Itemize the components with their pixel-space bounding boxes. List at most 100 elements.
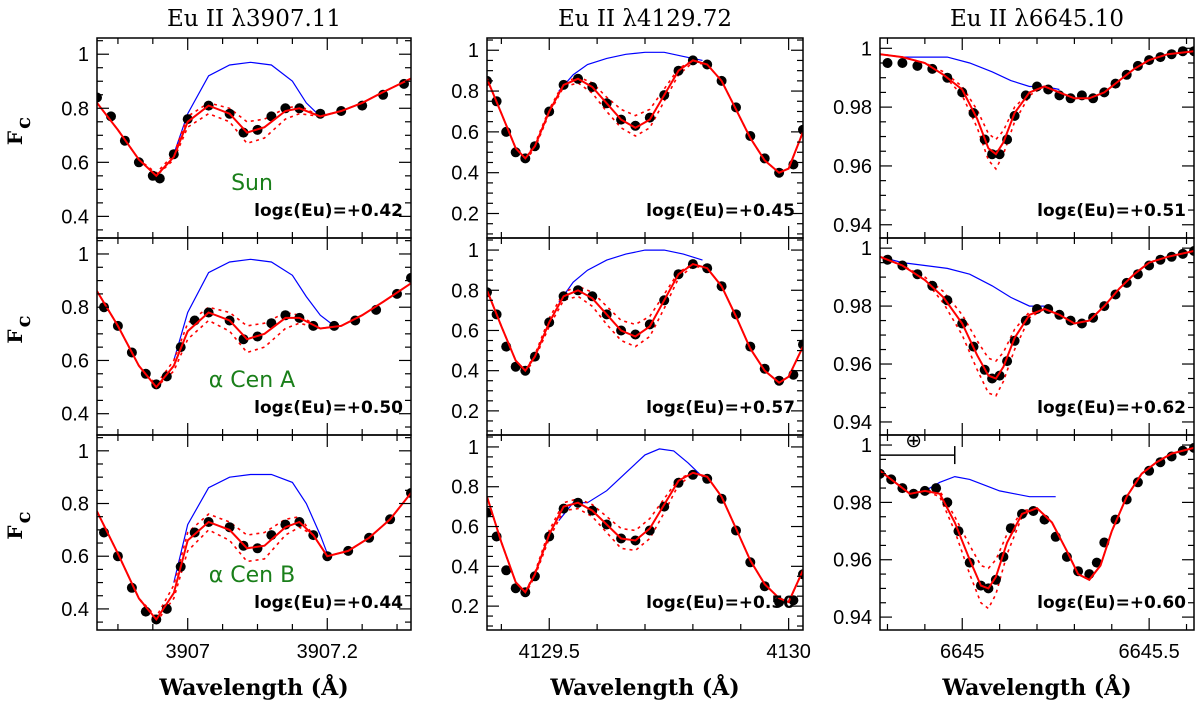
y-axis-label-main: F xyxy=(3,525,27,539)
y-axis-label: Fc xyxy=(3,511,35,539)
y-tick-label: 1 xyxy=(861,435,872,457)
x-tick-label: 6645.5 xyxy=(1119,641,1180,663)
y-tick-label: 0.94 xyxy=(833,412,872,434)
y-tick-label: 0.98 xyxy=(833,296,872,318)
no-eu-line xyxy=(173,61,321,155)
plot-area xyxy=(97,473,411,625)
fit-lower-line xyxy=(487,473,803,604)
observed-point xyxy=(987,149,998,160)
plot-area xyxy=(487,249,803,386)
best-fit-line xyxy=(880,250,1194,380)
x-axis-label: Wavelength (Å) xyxy=(158,674,348,701)
fit-upper-line xyxy=(97,77,411,175)
subplot-frame xyxy=(96,434,412,631)
abundance-label: logε(Eu)=+0.45 xyxy=(646,201,795,221)
x-axis-label: Wavelength (Å) xyxy=(941,674,1131,701)
y-tick-label: 0.2 xyxy=(451,596,479,618)
best-fit-line xyxy=(97,282,411,389)
observed-point xyxy=(630,329,641,340)
y-tick-label: 0.4 xyxy=(451,556,479,578)
subplot: 0.2 0.4 0.6 0.8 1 logε(Eu)=+0.57 xyxy=(451,237,804,436)
no-eu-line xyxy=(173,473,328,583)
abundance-label: logε(Eu)=+0.51 xyxy=(1037,201,1186,221)
subplot: 0.94 0.96 0.98 1 6645 6645.5 logε(Eu)=+0.60 ⊕ xyxy=(833,430,1195,663)
observed-point xyxy=(1132,269,1143,280)
star-label: α Cen A xyxy=(209,368,295,393)
sun-symbol: ⊕ xyxy=(905,430,922,452)
x-tick-label: 4130 xyxy=(766,641,811,663)
panel-title: Eu II λ6645.10 xyxy=(950,6,1124,32)
best-fit-line xyxy=(487,471,803,604)
abundance-label: logε(Eu)=+0.60 xyxy=(1037,593,1186,613)
y-tick-label: 0.6 xyxy=(451,122,479,144)
y-tick-label: 1 xyxy=(468,240,479,262)
subplot: 0.94 0.96 0.98 1 logε(Eu)=+0.51 xyxy=(833,37,1195,239)
observed-point xyxy=(644,525,655,536)
y-tick-label: 1 xyxy=(468,437,479,459)
plot-area xyxy=(880,246,1194,397)
y-tick-label: 0.6 xyxy=(61,350,89,372)
y-tick-label: 0.4 xyxy=(451,163,479,185)
subplot: 0.4 0.6 0.8 1 3907 3907.2 logε(Eu)=+0.44 α Cen … xyxy=(3,434,412,663)
y-tick-label: 0.96 xyxy=(833,354,872,376)
y-axis-label: Fc xyxy=(3,315,35,343)
y-tick-label: 0.6 xyxy=(61,546,89,568)
plot-area xyxy=(880,442,1194,610)
fit-upper-line xyxy=(487,59,803,174)
best-fit-line xyxy=(880,50,1194,156)
y-tick-label: 1 xyxy=(78,244,89,266)
y-tick-label: 0.96 xyxy=(833,156,872,178)
plot-area xyxy=(97,258,411,390)
no-eu-line xyxy=(558,249,703,303)
y-tick-label: 0.2 xyxy=(451,204,479,226)
y-axis-label-sub: c xyxy=(11,315,35,327)
y-tick-label: 0.4 xyxy=(451,361,479,383)
plot-area xyxy=(880,46,1194,171)
observed-point xyxy=(252,543,263,554)
plot-area xyxy=(97,61,411,184)
observed-point xyxy=(931,483,942,494)
best-fit-line xyxy=(487,59,803,174)
subplot: 0.4 0.6 0.8 1 logε(Eu)=+0.42 Sun Fc xyxy=(3,37,412,239)
y-tick-label: 0.8 xyxy=(61,98,89,120)
y-axis-label-main: F xyxy=(3,131,27,145)
subplot: 0.4 0.6 0.8 1 logε(Eu)=+0.50 α Cen A Fc xyxy=(3,237,412,436)
y-tick-label: 1 xyxy=(78,44,89,66)
observed-point xyxy=(151,379,162,390)
x-tick-label: 3907.2 xyxy=(297,641,358,663)
observed-point xyxy=(630,120,641,131)
star-label: Sun xyxy=(231,171,273,196)
best-fit-line xyxy=(880,446,1194,590)
best-fit-line xyxy=(97,492,411,622)
y-tick-label: 0.6 xyxy=(451,517,479,539)
observed-point xyxy=(133,157,144,168)
plot-area xyxy=(487,51,803,178)
abundance-label: logε(Eu)=+0.50 xyxy=(646,593,795,613)
y-tick-label: 1 xyxy=(861,238,872,260)
y-tick-label: 0.8 xyxy=(61,297,89,319)
y-tick-label: 0.96 xyxy=(833,550,872,572)
y-tick-label: 0.8 xyxy=(451,280,479,302)
y-axis-label: Fc xyxy=(3,117,35,145)
observed-point xyxy=(897,58,908,68)
y-tick-label: 0.8 xyxy=(61,494,89,516)
x-tick-label: 6645 xyxy=(940,641,985,663)
x-tick-label: 3907 xyxy=(165,641,210,663)
y-tick-label: 0.8 xyxy=(451,81,479,103)
panel-title: Eu II λ4129.72 xyxy=(558,6,732,32)
y-tick-label: 0.4 xyxy=(61,599,89,621)
observed-point xyxy=(1144,465,1155,476)
no-eu-line xyxy=(558,51,703,92)
observed-point xyxy=(759,581,770,592)
observed-point xyxy=(1091,557,1102,568)
no-eu-line xyxy=(173,258,335,361)
y-tick-label: 1 xyxy=(468,40,479,62)
fit-lower-line xyxy=(880,50,1194,171)
y-tick-label: 0.94 xyxy=(833,215,872,237)
no-eu-line xyxy=(924,475,1056,498)
y-axis-label-sub: c xyxy=(11,511,35,523)
x-axis-label: Wavelength (Å) xyxy=(549,674,739,701)
y-tick-label: 0.94 xyxy=(833,607,872,629)
